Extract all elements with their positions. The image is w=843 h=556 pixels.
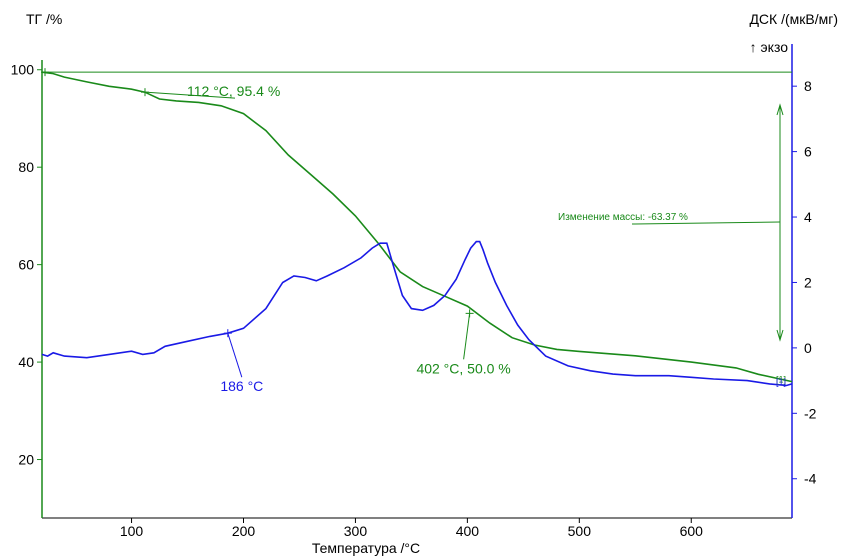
y-right-axis-sublabel: ↑ экзо [750,39,789,55]
y-right-tick-label: 2 [804,274,812,290]
y-left-tick-label: 80 [18,159,34,175]
leader-112 [144,91,236,99]
dsc-series-line [41,240,793,387]
y-right-tick-label: -4 [804,471,817,487]
annotation-112c: 112 °C, 95.4 % [187,83,280,99]
mass-arrow-head-up [776,103,784,116]
y-right-tick-label: -2 [804,405,817,421]
y-right-tick-label: 0 [804,340,812,356]
x-tick-label: 100 [120,523,144,539]
x-ticks: 100 200 300 400 500 600 [120,518,703,539]
y-right-tick-label: 8 [804,78,812,94]
y-right-tick-label: 6 [804,144,812,160]
y-left-tick-label: 60 [18,257,34,273]
mass-arrow-leader [631,221,781,225]
dsc-end-marker: [1] [776,377,786,387]
mass-arrow-head-down [776,329,784,342]
y-left-tick-label: 40 [18,354,34,370]
tg-series-line [41,71,793,383]
y-right-ticks: -4 -2 0 2 4 6 8 [792,78,817,487]
leader-186 [227,333,243,378]
y-right-tick-label: 4 [804,209,812,225]
x-axis-title: Температура /°C [312,540,420,556]
leader-402 [463,313,471,360]
y-left-tick-label: 100 [11,62,35,78]
x-tick-label: 500 [568,523,592,539]
x-tick-label: 300 [344,523,368,539]
annotations: 112 °C, 95.4 % 402 °C, 50.0 % 186 °C Изм… [187,83,786,394]
x-tick-label: 400 [456,523,480,539]
tg-end-marker: [1] [776,375,786,385]
annotation-mass-change: Изменение массы: -63.37 % [558,212,688,223]
y-left-tick-label: 20 [18,452,34,468]
y-left-ticks: 20 40 60 80 100 [11,62,42,468]
mass-change-arrow [631,103,784,342]
y-left-axis-title: ТГ /% [26,11,62,27]
annotation-186c: 186 °C [220,378,263,394]
annotation-leaders [41,68,474,378]
y-right-axis-title: ДСК /(мкВ/мг) [749,11,838,27]
annotation-402c: 402 °C, 50.0 % [416,360,510,376]
x-tick-label: 200 [232,523,256,539]
x-tick-label: 600 [680,523,704,539]
